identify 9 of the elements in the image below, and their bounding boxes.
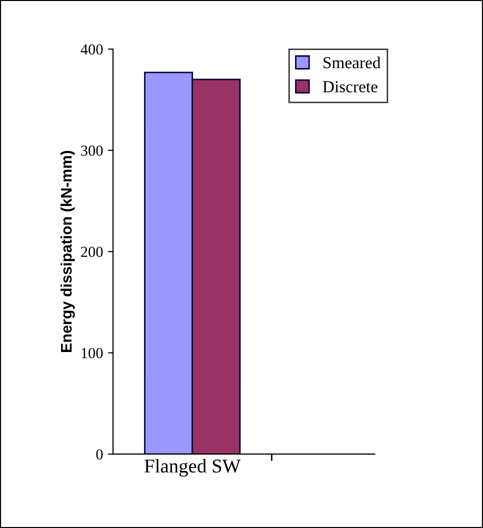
x-tick-label: Flanged SW [144, 458, 241, 477]
legend-label: Smeared [324, 56, 381, 68]
y-tick-label: 300 [81, 145, 103, 156]
y-tick-label: 0 [96, 449, 103, 460]
legend-label: Discrete [322, 81, 378, 92]
y-axis-title: Energy dissipation (kN-mm) [60, 150, 75, 352]
y-tick-label: 100 [82, 348, 103, 358]
y-tick-label: 200 [81, 246, 103, 258]
y-tick-label: 400 [80, 44, 103, 55]
